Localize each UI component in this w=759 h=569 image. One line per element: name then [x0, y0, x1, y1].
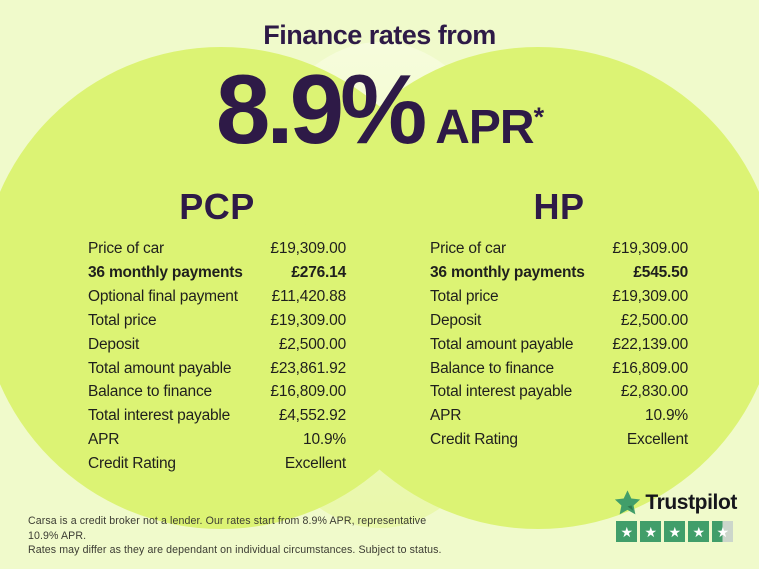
pcp-table-rows: Price of car £19,309.00 36 monthly payment…: [88, 237, 346, 476]
row-label: Price of car: [88, 240, 164, 257]
row-label: Price of car: [430, 240, 506, 257]
row-value: Excellent: [626, 431, 688, 449]
trustpilot-star-icon: [615, 490, 641, 515]
row-value: £23,861.92: [270, 359, 346, 377]
trustpilot-star-box: ★: [688, 521, 710, 542]
trustpilot-widget: Trustpilot ★ ★ ★ ★ ★: [614, 489, 737, 542]
row-value: 10.9%: [303, 431, 346, 449]
row-value: £2,500.00: [620, 311, 688, 329]
table-row: APR 10.9%: [88, 428, 346, 452]
row-value: Excellent: [284, 455, 346, 473]
row-value: £19,309.00: [270, 311, 346, 329]
table-row: Price of car £19,309.00: [88, 237, 346, 261]
table-row: 36 monthly payments £545.50: [430, 261, 688, 285]
table-row: Balance to finance £16,809.00: [430, 357, 688, 381]
row-label: Total price: [430, 287, 499, 305]
table-row: Optional final payment £11,420.88: [88, 285, 346, 309]
row-label: Balance to finance: [88, 383, 212, 401]
row-value: £19,309.00: [270, 240, 346, 257]
hp-table-title: HP: [533, 186, 585, 227]
table-row: Credit Rating Excellent: [430, 428, 688, 452]
row-value: £2,830.00: [620, 383, 688, 401]
row-value: £19,309.00: [612, 240, 688, 257]
row-label: Credit Rating: [430, 431, 518, 449]
page-title: Finance rates from: [263, 20, 496, 50]
trustpilot-star-box: ★: [616, 521, 638, 542]
table-row: Credit Rating Excellent: [88, 452, 346, 476]
row-label: Total price: [88, 311, 157, 329]
trustpilot-star-box: ★: [712, 521, 734, 542]
table-row: 36 monthly payments £276.14: [88, 261, 346, 285]
hp-table: HP Price of car £19,309.00 36 monthly paym…: [430, 188, 688, 452]
row-value: £16,809.00: [612, 359, 688, 377]
row-value: 10.9%: [645, 407, 688, 425]
table-row: Total amount payable £23,861.92: [88, 357, 346, 381]
row-value: £16,809.00: [270, 383, 346, 401]
footnote-asterisk: *: [533, 102, 544, 132]
pcp-table-title: PCP: [179, 186, 255, 227]
row-label: Total interest payable: [430, 383, 573, 401]
headline: Finance rates from 8.9% APR*: [0, 18, 759, 158]
row-label: Total amount payable: [88, 359, 232, 377]
trustpilot-star-box: ★: [640, 521, 662, 542]
trustpilot-logo[interactable]: Trustpilot: [614, 489, 737, 516]
row-label: Deposit: [430, 311, 482, 329]
table-row: Price of car £19,309.00: [430, 237, 688, 261]
table-row: Deposit £2,500.00: [88, 333, 346, 357]
row-label: APR: [88, 431, 120, 449]
row-label: Credit Rating: [88, 455, 176, 473]
trustpilot-star-box: ★: [664, 521, 686, 542]
hp-table-rows: Price of car £19,309.00 36 monthly payment…: [430, 237, 688, 452]
row-value: £276.14: [291, 263, 346, 281]
row-value: £2,500.00: [278, 335, 346, 353]
row-label: Balance to finance: [430, 359, 554, 377]
row-value: £4,552.92: [278, 407, 346, 425]
table-row: Total interest payable £4,552.92: [88, 404, 346, 428]
disclaimer: Carsa is a credit broker not a lender. O…: [28, 514, 458, 558]
row-value: £11,420.88: [271, 287, 347, 305]
trustpilot-rating-stars: ★ ★ ★ ★ ★: [616, 521, 734, 542]
rate-suffix: APR*: [435, 101, 544, 154]
row-label: Total interest payable: [88, 407, 231, 425]
row-label: 36 monthly payments: [88, 263, 243, 281]
table-row: Total price £19,309.00: [88, 309, 346, 333]
row-label: Total amount payable: [430, 335, 574, 353]
row-value: £545.50: [633, 263, 688, 281]
row-label: APR: [430, 407, 462, 425]
row-value: £22,139.00: [612, 335, 688, 353]
pcp-table: PCP Price of car £19,309.00 36 monthly pay…: [88, 188, 346, 476]
background-circle-right: [297, 47, 759, 529]
disclaimer-line-2: Rates may differ as they are dependant o…: [28, 544, 442, 556]
row-label: Deposit: [88, 335, 140, 353]
table-row: Total amount payable £22,139.00: [430, 333, 688, 357]
table-row: Deposit £2,500.00: [430, 309, 688, 333]
table-row: Balance to finance £16,809.00: [88, 380, 346, 404]
row-label: 36 monthly payments: [430, 263, 585, 281]
headline-rate: 8.9% APR*: [0, 60, 759, 158]
table-row: Total price £19,309.00: [430, 285, 688, 309]
row-label: Optional final payment: [88, 287, 238, 305]
rate-value: 8.9%: [215, 54, 427, 164]
table-row: Total interest payable £2,830.00: [430, 380, 688, 404]
trustpilot-brand: Trustpilot: [645, 490, 737, 514]
table-row: APR 10.9%: [430, 404, 688, 428]
rate-suffix-text: APR: [435, 101, 534, 154]
row-value: £19,309.00: [612, 287, 688, 305]
disclaimer-line-1: Carsa is a credit broker not a lender. O…: [28, 515, 427, 542]
